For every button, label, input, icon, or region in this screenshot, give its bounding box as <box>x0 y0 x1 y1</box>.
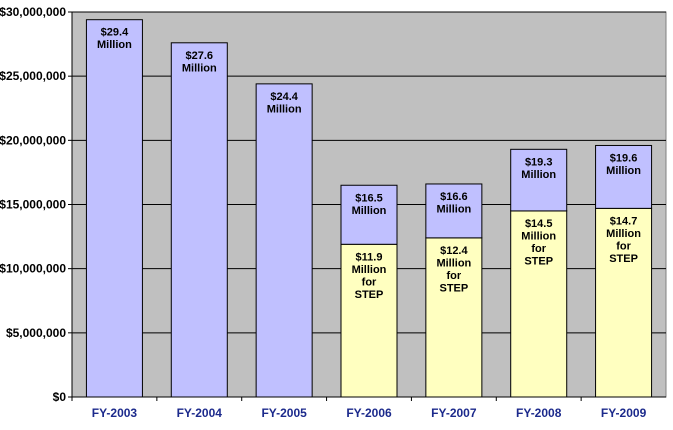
bar-segment-step <box>425 237 483 398</box>
y-tick-label: $0 <box>53 390 67 404</box>
bar-label-step: $11.9 Million for STEP <box>352 251 387 301</box>
x-tick-label: FY-2008 <box>516 406 562 420</box>
bar-segment-total <box>595 144 653 209</box>
bar-label-total: $16.6 Million <box>436 191 471 216</box>
x-tick-label: FY-2009 <box>601 406 647 420</box>
bar-label-step: $14.5 Million for STEP <box>521 218 556 268</box>
bar-segment-total <box>170 42 228 398</box>
bar-segment-total <box>255 83 313 398</box>
bar-segment-step <box>510 210 568 398</box>
bar-segment-total <box>85 19 143 398</box>
y-tick-label: $25,000,000 <box>0 69 66 83</box>
y-tick-label: $20,000,000 <box>0 133 66 147</box>
bar-label-step: $14.7 Million for STEP <box>606 215 641 265</box>
y-tick-label: $15,000,000 <box>0 198 66 212</box>
bar-label-total: $16.5 Million <box>352 192 387 217</box>
bar-segment-total <box>425 183 483 239</box>
bar-label-total: $27.6 Million <box>182 50 217 75</box>
x-tick-label: FY-2005 <box>261 406 307 420</box>
x-tick-label: FY-2004 <box>177 406 223 420</box>
bar-label-step: $12.4 Million for STEP <box>436 245 471 295</box>
bar-label-total: $29.4 Million <box>97 27 132 52</box>
bar-segment-total <box>510 148 568 212</box>
x-tick-label: FY-2003 <box>92 406 138 420</box>
y-tick-label: $10,000,000 <box>0 262 66 276</box>
bar-segment-step <box>595 207 653 398</box>
y-tick-label: $5,000,000 <box>6 326 66 340</box>
bar-label-total: $19.3 Million <box>521 156 556 181</box>
bar-segment-total <box>340 184 398 245</box>
y-tick-label: $30,000,000 <box>0 5 66 19</box>
x-tick-label: FY-2006 <box>346 406 392 420</box>
bar-label-total: $19.6 Million <box>606 152 641 177</box>
bar-label-total: $24.4 Million <box>267 91 302 116</box>
x-tick-label: FY-2007 <box>431 406 477 420</box>
